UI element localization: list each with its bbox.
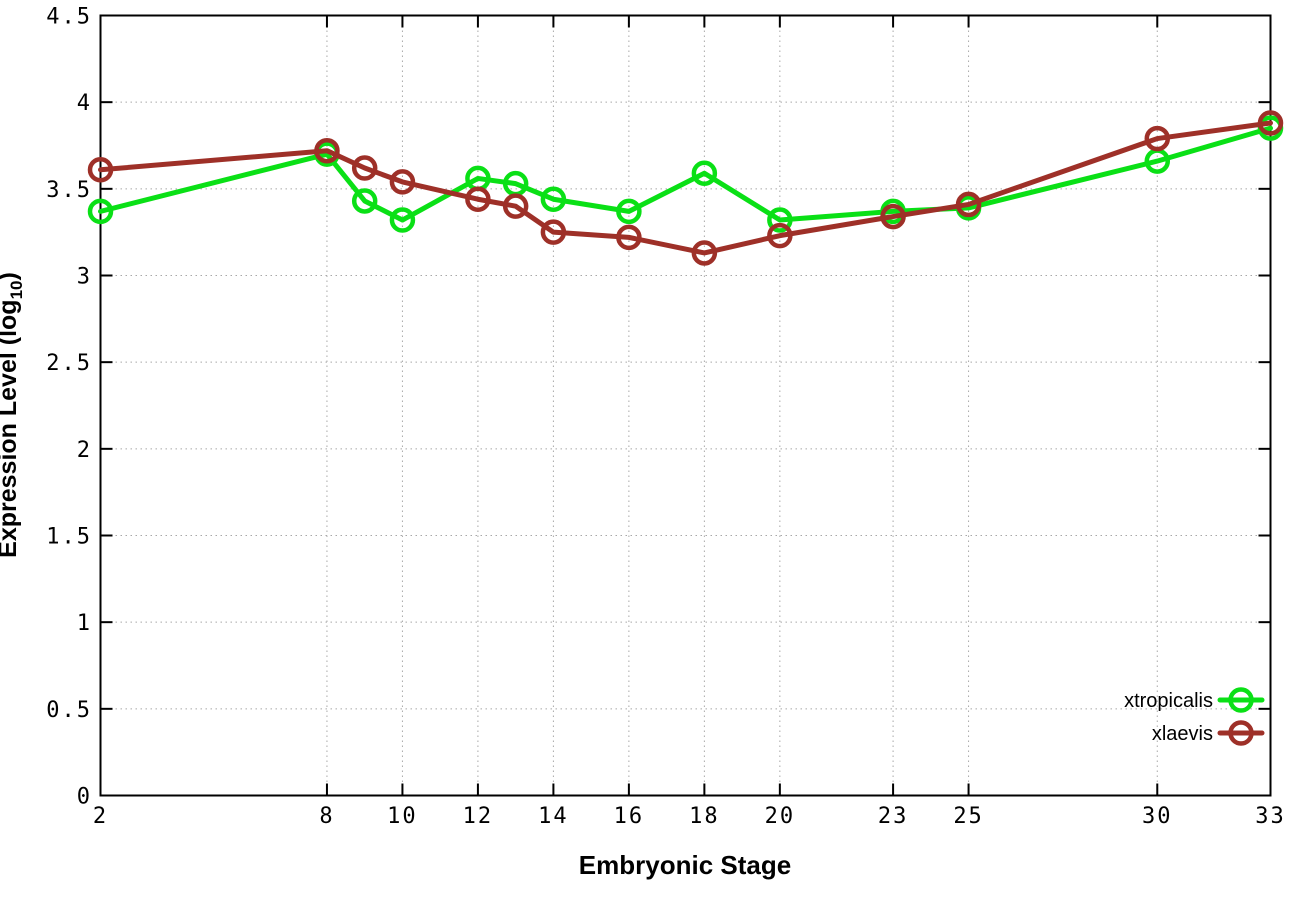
data-point-marker-xlaevis xyxy=(87,157,114,183)
data-point-marker-xtropicalis xyxy=(767,207,793,233)
x-tick-label: 18 xyxy=(689,804,720,829)
data-point-marker-xlaevis xyxy=(1257,110,1284,136)
x-tick-label: 2 xyxy=(93,804,108,829)
y-tick-label: 0.5 xyxy=(46,698,92,723)
data-point-marker-xlaevis xyxy=(465,186,491,212)
data-point-marker-xlaevis xyxy=(616,224,642,251)
x-tick-label: 16 xyxy=(614,804,645,829)
y-tick-label: 1 xyxy=(77,611,92,636)
data-point-marker-xlaevis xyxy=(351,155,378,181)
x-tick-label: 30 xyxy=(1142,804,1173,829)
data-point-marker-xlaevis xyxy=(767,222,793,249)
x-tick-label: 25 xyxy=(953,804,984,829)
legend-sample-marker-xtropicalis xyxy=(1228,687,1254,713)
legend-label-xlaevis: xlaevis xyxy=(1152,723,1213,745)
data-point-marker-xlaevis xyxy=(540,219,567,245)
y-tick-label: 2.5 xyxy=(46,351,92,376)
y-axis-title-close: ) xyxy=(0,272,22,280)
x-axis-title: Embryonic Stage xyxy=(578,850,792,880)
y-tick-label: 4.5 xyxy=(46,5,92,30)
x-tick-label: 8 xyxy=(319,804,334,829)
x-tick-label: 14 xyxy=(538,804,569,829)
y-tick-label: 4 xyxy=(77,91,92,116)
data-point-marker-xtropicalis xyxy=(351,188,378,214)
y-tick-label: 0 xyxy=(77,785,92,810)
series-line-xlaevis xyxy=(98,120,1273,256)
data-point-marker-xtropicalis xyxy=(389,207,416,233)
data-point-marker-xlaevis xyxy=(1144,125,1171,152)
data-point-marker-xlaevis xyxy=(314,137,340,164)
y-tick-label: 3.5 xyxy=(46,178,92,203)
data-point-marker-xtropicalis xyxy=(87,198,114,225)
x-tick-label: 12 xyxy=(463,804,494,829)
series-line-xtropicalis xyxy=(98,125,1273,223)
y-axis-title-subscript: 10 xyxy=(7,280,26,300)
data-point-marker-xlaevis xyxy=(955,191,982,218)
plot-border xyxy=(99,14,1272,797)
legend-label-xtropicalis: xtropicalis xyxy=(1124,690,1213,712)
x-tick-label: 10 xyxy=(387,804,418,829)
x-tick-label: 23 xyxy=(878,804,909,829)
x-tick-label: 33 xyxy=(1255,804,1286,829)
y-tick-label: 3 xyxy=(77,265,92,290)
data-point-marker-xlaevis xyxy=(389,169,416,195)
data-point-marker-xlaevis xyxy=(502,193,529,219)
y-axis-title: Expression Level (log10) xyxy=(0,135,38,695)
data-point-marker-xlaevis xyxy=(691,240,718,266)
data-point-marker-xtropicalis xyxy=(691,160,718,186)
y-axis-title-main: Expression Level (log xyxy=(0,299,22,558)
x-tick-label: 20 xyxy=(765,804,796,829)
y-tick-label: 2 xyxy=(77,438,92,463)
legend-sample-marker-xlaevis xyxy=(1228,720,1254,746)
data-point-marker-xtropicalis xyxy=(540,186,567,212)
data-point-marker-xlaevis xyxy=(880,203,906,230)
data-point-marker-xtropicalis xyxy=(616,198,642,225)
y-tick-label: 1.5 xyxy=(46,525,92,550)
